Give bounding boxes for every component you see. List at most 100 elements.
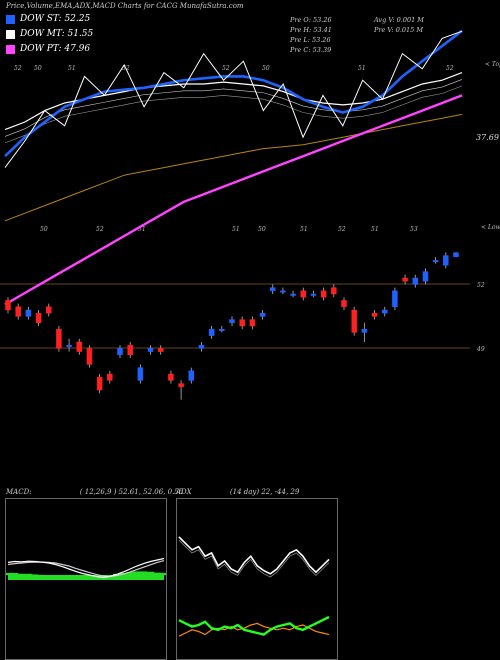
series-dow-pt-line: [4, 94, 463, 306]
candle-body: [219, 328, 225, 331]
price-label-52: 52: [477, 282, 485, 289]
macd-histogram-bar: [24, 573, 32, 575]
candle-body: [25, 309, 32, 317]
bottom-tick-label: 52: [338, 226, 346, 233]
candle-body: [137, 367, 144, 381]
candle-body: [331, 287, 337, 295]
adx-title: ADX (14 day) 22, -44, 29: [176, 488, 299, 496]
legend-swatch-icon: [6, 44, 15, 54]
macd-line: [7, 557, 165, 579]
top-tick-label: 52: [14, 65, 22, 72]
price-chart: 52 50 51 52 52 50 51 52 < Tops 50 52 51 51 50 51 52 51 53…: [0, 29, 500, 400]
candle-body: [412, 277, 419, 285]
adx-minus-di-line: [178, 622, 330, 637]
legend-dow-st: DOW ST: 52.25: [6, 14, 90, 24]
adx-panel: [176, 498, 338, 660]
price-label-49: 49: [476, 346, 485, 353]
bottom-tick-label: 51: [371, 226, 379, 233]
price-label-current: 37.69: [476, 133, 499, 142]
macd-panel: [5, 498, 167, 660]
candle-body: [107, 373, 113, 381]
candle-body: [443, 255, 449, 266]
bottom-tick-label: 50: [40, 226, 48, 233]
candle-body: [392, 290, 398, 308]
macd-params: ( 12,26,9 ) 52.61, 52.06, 0.55: [79, 488, 184, 496]
stat-avg-volume: Avg V: 0.001 M: [374, 16, 424, 24]
candle-body: [66, 344, 72, 347]
top-tick-label: 50: [34, 65, 42, 72]
legend-dow-mt: DOW MT: 51.55: [6, 29, 93, 39]
macd-histogram-bar: [133, 571, 141, 575]
legend-swatch-icon: [6, 14, 15, 24]
top-tick-label: 52: [222, 65, 230, 72]
candle-body: [198, 344, 205, 349]
bottom-tick-label: 51: [138, 226, 146, 233]
candle-body: [229, 319, 235, 324]
candle-body: [290, 293, 296, 296]
legend-swatch-icon: [6, 29, 15, 39]
legend-dow-mt-label: DOW MT: 51.55: [20, 29, 94, 39]
macd-title: MACD: ( 12,26,9 ) 52.61, 52.06, 0.55: [6, 488, 183, 496]
candle-body: [56, 328, 62, 349]
macd-histogram-bar: [126, 572, 134, 575]
candle-body: [320, 290, 327, 298]
top-tick-label: 51: [68, 65, 76, 72]
candle-body: [239, 319, 245, 327]
candle-body: [310, 293, 317, 296]
series-dow-st-line: [4, 29, 463, 158]
stat-high: Pre H: 53.41: [290, 26, 332, 34]
bottom-tick-label: 52: [96, 226, 104, 233]
legend-dow-pt-label: DOW PT: 47.96: [20, 44, 91, 54]
macd-histogram-bar: [6, 572, 12, 575]
candle-body: [351, 309, 357, 333]
tops-axis-label: < Tops: [485, 61, 500, 68]
series-dow-mt-band-upper: [4, 79, 463, 137]
adx-label: ADX: [176, 488, 192, 496]
macd-signal-line: [7, 560, 165, 578]
candle-body: [45, 306, 52, 314]
bottom-tick-label: 53: [410, 226, 418, 233]
candle-body: [188, 370, 195, 381]
candle-body: [76, 341, 83, 352]
macd-chart: [6, 557, 166, 580]
candle-body: [422, 271, 429, 282]
top-tick-label: 51: [358, 65, 366, 72]
candle-body: [15, 306, 21, 317]
candle-body: [361, 328, 368, 333]
macd-histogram-bar: [146, 571, 154, 575]
bottom-tick-label: 50: [258, 226, 266, 233]
adx-line-shadow: [178, 539, 330, 578]
top-tick-label: 50: [262, 65, 270, 72]
macd-histogram-bar: [160, 572, 166, 575]
candle-body: [453, 252, 459, 258]
legend-dow-pt: DOW PT: 47.96: [6, 44, 90, 54]
stat-close: Pre C: 53.39: [290, 46, 332, 54]
stats-prev: Pre O: 53.26 Pre H: 53.41 Pre L: 53.26 P…: [290, 15, 332, 55]
candle-body: [157, 348, 164, 352]
candle-body: [147, 348, 154, 352]
lows-axis-label: < Lows: [481, 224, 500, 231]
macd-histogram-bar: [140, 571, 148, 575]
series-ema-50-line: [4, 113, 463, 222]
candle-body: [178, 383, 184, 388]
candle-body: [117, 348, 123, 356]
stat-open: Pre O: 53.26: [290, 16, 332, 24]
candle-body: [341, 300, 347, 308]
chart-header: Price,Volume,EMA,ADX,MACD Charts for CAC…: [6, 2, 244, 10]
stats-volume: Avg V: 0.001 M Pre V: 0.015 M: [374, 15, 424, 35]
stat-low: Pre L: 53.26: [290, 36, 331, 44]
candle-body: [86, 348, 93, 365]
candle-body: [371, 312, 378, 317]
adx-chart: [178, 536, 330, 637]
candle-body: [208, 328, 215, 336]
macd-histogram-bar: [31, 574, 39, 576]
macd-zero-band: [8, 575, 164, 580]
series-dow-mt-band-lower: [4, 85, 463, 144]
adx-params: (14 day) 22, -44, 29: [229, 488, 300, 496]
candle-body: [402, 277, 408, 282]
macd-histogram-bar: [18, 573, 26, 575]
candle-body: [127, 344, 133, 356]
candle-body: [280, 290, 286, 293]
bottom-tick-label: 51: [300, 226, 308, 233]
candle-body: [300, 290, 307, 298]
